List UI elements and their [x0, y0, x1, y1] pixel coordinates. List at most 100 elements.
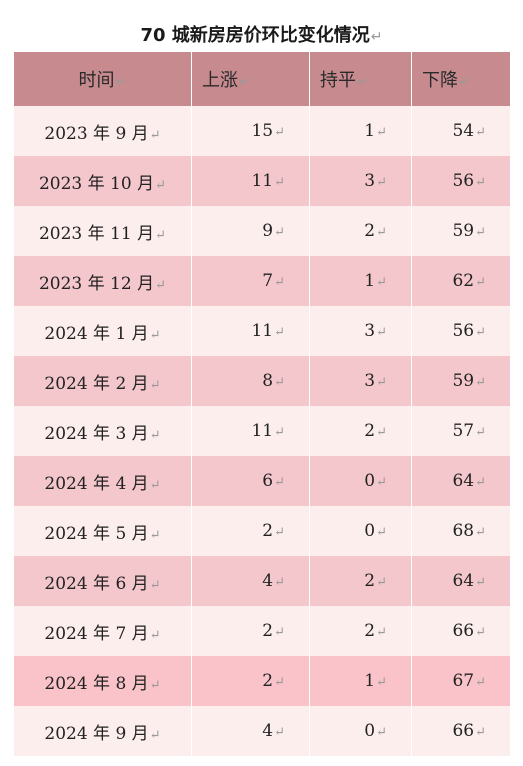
cell-time: 2024 年 7 月↵: [13, 606, 192, 656]
table-row: 2024 年 6 月↵ 4↵ 2↵ 64↵: [13, 556, 511, 606]
table-row: 2023 年 10 月↵ 11↵ 3↵ 56↵: [13, 156, 511, 206]
table-row: 2024 年 9 月↵ 4↵ 0↵ 66↵: [13, 706, 511, 756]
cell-flat: 0↵: [309, 506, 412, 556]
paragraph-mark-icon: ↵: [475, 275, 486, 290]
paragraph-mark-icon: ↵: [149, 627, 161, 643]
cell-fall: 66↵: [411, 706, 511, 756]
cell-rise: 2↵: [191, 506, 310, 556]
paragraph-mark-icon: ↵: [115, 75, 127, 90]
cell-rise: 15↵: [191, 106, 310, 156]
table-row: 2024 年 3 月↵ 11↵ 2↵ 57↵: [13, 406, 511, 456]
cell-time: 2023 年 10 月↵: [13, 156, 192, 206]
cell-rise: 11↵: [191, 306, 310, 356]
cell-flat: 2↵: [309, 606, 412, 656]
paragraph-mark-icon: ↵: [376, 675, 387, 690]
table-title: 70 城新房房价环比变化情况↵: [0, 24, 523, 49]
cell-fall: 67↵: [411, 656, 511, 706]
paragraph-mark-icon: ↵: [274, 475, 285, 490]
cell-rise: 11↵: [191, 156, 310, 206]
paragraph-mark-icon: ↵: [376, 625, 387, 640]
cell-fall: 59↵: [411, 356, 511, 406]
paragraph-mark-icon: ↵: [155, 227, 166, 243]
paragraph-mark-icon: ↵: [357, 75, 368, 90]
paragraph-mark-icon: ↵: [155, 277, 166, 293]
table-row: 2024 年 1 月↵ 11↵ 3↵ 56↵: [13, 306, 511, 356]
cell-flat: 1↵: [309, 656, 412, 706]
table-row: 2024 年 5 月↵ 2↵ 0↵ 68↵: [13, 506, 511, 556]
cell-time: 2024 年 3 月↵: [13, 406, 192, 456]
paragraph-mark-icon: ↵: [274, 175, 285, 190]
cell-flat: 2↵: [309, 206, 412, 256]
paragraph-mark-icon: ↵: [376, 425, 387, 440]
paragraph-mark-icon: ↵: [376, 225, 387, 240]
paragraph-mark-icon: ↵: [475, 325, 486, 340]
paragraph-mark-icon: ↵: [376, 125, 387, 140]
paragraph-mark-icon: ↵: [274, 575, 285, 590]
table-row: 2023 年 11 月↵ 9↵ 2↵ 59↵: [13, 206, 511, 256]
paragraph-mark-icon: ↵: [274, 425, 285, 440]
cell-fall: 57↵: [411, 406, 511, 456]
cell-fall: 62↵: [411, 256, 511, 306]
header-time: 时间↵: [13, 52, 192, 106]
paragraph-mark-icon: ↵: [475, 425, 486, 440]
paragraph-mark-icon: ↵: [475, 175, 486, 190]
cell-time: 2023 年 9 月↵: [13, 106, 192, 156]
paragraph-mark-icon: ↵: [376, 375, 387, 390]
cell-time: 2024 年 6 月↵: [13, 556, 192, 606]
header-rise: 上涨↵: [191, 52, 310, 106]
paragraph-mark-icon: ↵: [274, 375, 285, 390]
cell-time: 2024 年 9 月↵: [13, 706, 192, 756]
cell-fall: 56↵: [411, 306, 511, 356]
cell-time: 2024 年 2 月↵: [13, 356, 192, 406]
paragraph-mark-icon: ↵: [376, 525, 387, 540]
paragraph-mark-icon: ↵: [370, 29, 383, 45]
table-header-row: 时间↵ 上涨↵ 持平↵ 下降↵: [13, 52, 511, 106]
paragraph-mark-icon: ↵: [149, 727, 161, 743]
paragraph-mark-icon: ↵: [274, 725, 285, 740]
cell-flat: 2↵: [309, 556, 412, 606]
cell-time: 2024 年 5 月↵: [13, 506, 192, 556]
table-row: 2023 年 9 月↵ 15↵ 1↵ 54↵: [13, 106, 511, 156]
cell-fall: 54↵: [411, 106, 511, 156]
cell-flat: 1↵: [309, 256, 412, 306]
price-change-table: 时间↵ 上涨↵ 持平↵ 下降↵ 2023 年 9 月↵ 15↵ 1↵ 54↵ 2023 …: [13, 52, 511, 756]
cell-time: 2023 年 11 月↵: [13, 206, 192, 256]
cell-flat: 2↵: [309, 406, 412, 456]
paragraph-mark-icon: ↵: [155, 177, 166, 193]
table-row: 2024 年 4 月↵ 6↵ 0↵ 64↵: [13, 456, 511, 506]
cell-fall: 68↵: [411, 506, 511, 556]
header-flat: 持平↵: [309, 52, 412, 106]
paragraph-mark-icon: ↵: [475, 725, 486, 740]
paragraph-mark-icon: ↵: [376, 175, 387, 190]
cell-time: 2024 年 4 月↵: [13, 456, 192, 506]
paragraph-mark-icon: ↵: [475, 225, 486, 240]
paragraph-mark-icon: ↵: [459, 75, 470, 90]
cell-flat: 1↵: [309, 106, 412, 156]
paragraph-mark-icon: ↵: [475, 575, 486, 590]
paragraph-mark-icon: ↵: [149, 127, 161, 143]
paragraph-mark-icon: ↵: [149, 527, 161, 543]
paragraph-mark-icon: ↵: [376, 325, 387, 340]
paragraph-mark-icon: ↵: [475, 475, 486, 490]
cell-fall: 66↵: [411, 606, 511, 656]
table-body: 2023 年 9 月↵ 15↵ 1↵ 54↵ 2023 年 10 月↵ 11↵ 3↵ 56↵ 2…: [13, 106, 511, 756]
paragraph-mark-icon: ↵: [376, 575, 387, 590]
paragraph-mark-icon: ↵: [149, 377, 161, 393]
paragraph-mark-icon: ↵: [376, 275, 387, 290]
table-row: 2024 年 2 月↵ 8↵ 3↵ 59↵: [13, 356, 511, 406]
paragraph-mark-icon: ↵: [274, 525, 285, 540]
table-row: 2024 年 8 月↵ 2↵ 1↵ 67↵: [13, 656, 511, 706]
cell-time: 2023 年 12 月↵: [13, 256, 192, 306]
paragraph-mark-icon: ↵: [274, 625, 285, 640]
paragraph-mark-icon: ↵: [149, 477, 161, 493]
cell-rise: 7↵: [191, 256, 310, 306]
paragraph-mark-icon: ↵: [149, 677, 161, 693]
cell-rise: 9↵: [191, 206, 310, 256]
paragraph-mark-icon: ↵: [475, 125, 486, 140]
paragraph-mark-icon: ↵: [149, 327, 161, 343]
paragraph-mark-icon: ↵: [149, 577, 161, 593]
paragraph-mark-icon: ↵: [475, 625, 486, 640]
cell-time: 2024 年 1 月↵: [13, 306, 192, 356]
paragraph-mark-icon: ↵: [149, 427, 161, 443]
